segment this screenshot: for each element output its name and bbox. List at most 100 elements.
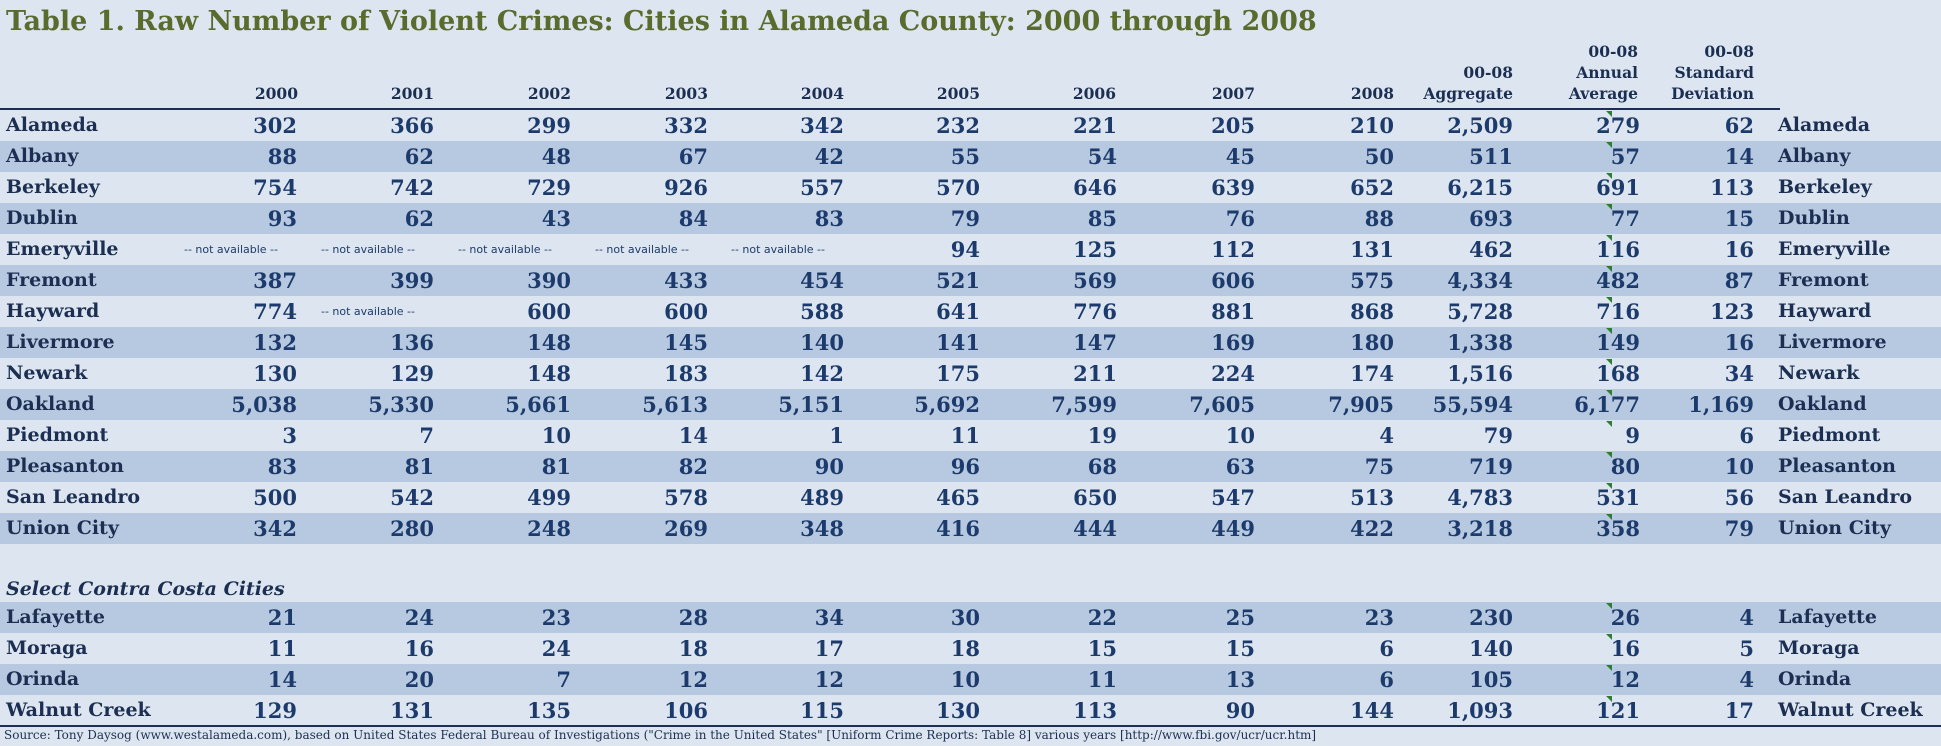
cell-standard-deviation: 62: [1724, 113, 1754, 138]
header-2002: 2002: [527, 84, 571, 103]
table-row: Dublin 93 62 43 84 83 79 85 76 88 693 77 15 Dublin: [0, 203, 1941, 234]
cell-2006: 646: [1073, 175, 1117, 200]
cell-2007: 606: [1211, 268, 1255, 293]
cell-standard-deviation: 79: [1724, 516, 1754, 541]
cell-2001: 81: [404, 454, 434, 479]
cell-2002: 390: [527, 268, 571, 293]
cell-2005: 5,692: [914, 392, 980, 417]
city-name-right: Walnut Creek: [1778, 699, 1923, 721]
cell-marker-icon: [1606, 328, 1612, 334]
header-2005: 2005: [936, 84, 980, 103]
cell-2001: 62: [404, 206, 434, 231]
cell-annual-average: 6,177: [1574, 392, 1640, 417]
table-row: Livermore 132 136 148 145 140 141 147 169 180 1,33…: [0, 327, 1941, 358]
cell-aggregate: 1,093: [1447, 698, 1513, 723]
cell-2003: 12: [678, 667, 708, 692]
city-name: Moraga: [6, 637, 88, 659]
cell-aggregate: 693: [1469, 206, 1513, 231]
table-title: Table 1. Raw Number of Violent Crimes: C…: [6, 6, 1317, 37]
cell-2008: 868: [1350, 299, 1394, 324]
cell-2002: 43: [541, 206, 571, 231]
city-name: Newark: [6, 362, 88, 384]
cell-marker-icon: [1606, 390, 1612, 396]
cell-2007: 881: [1211, 299, 1255, 324]
cell-2008: 4: [1379, 423, 1394, 448]
cell-standard-deviation: 4: [1739, 605, 1754, 630]
source-note: Source: Tony Daysog (www.westalameda.com…: [4, 728, 1317, 742]
cell-2001: 131: [390, 698, 434, 723]
table-row: Berkeley 754 742 729 926 557 570 646 639 652 6,215…: [0, 172, 1941, 203]
cell-2001: 129: [390, 361, 434, 386]
city-name: Berkeley: [6, 176, 100, 198]
cell-2007: 63: [1225, 454, 1255, 479]
cell-annual-average: 12: [1610, 667, 1640, 692]
cell-annual-average: 279: [1596, 113, 1640, 138]
city-name: Fremont: [6, 269, 97, 291]
cell-2001: 366: [390, 113, 434, 138]
cell-annual-average: 9: [1625, 423, 1640, 448]
cell-2000: 88: [267, 144, 297, 169]
cell-2005: 96: [950, 454, 980, 479]
cell-2002: 299: [527, 113, 571, 138]
cell-aggregate: 4,783: [1447, 485, 1513, 510]
cell-2000: 3: [282, 423, 297, 448]
cell-2008: 513: [1350, 485, 1394, 510]
cell-2002: 5,661: [505, 392, 571, 417]
cell-2000: 342: [253, 516, 297, 541]
cell-2006: 221: [1073, 113, 1117, 138]
cell-2003: 14: [678, 423, 708, 448]
cell-aggregate: 719: [1469, 454, 1513, 479]
cell-2002: -- not available --: [457, 243, 553, 256]
cell-2005: 10: [950, 667, 980, 692]
cell-aggregate: 511: [1469, 144, 1513, 169]
table-row: Moraga 11 16 24 18 17 18 15 15 6 140 16 5 Moraga: [0, 633, 1941, 664]
city-name-right: Livermore: [1778, 331, 1887, 353]
cell-2003: 18: [678, 636, 708, 661]
cell-2000: 93: [267, 206, 297, 231]
cell-2003: 28: [678, 605, 708, 630]
cell-2005: 416: [936, 516, 980, 541]
cell-2001: -- not available --: [320, 305, 416, 318]
cell-2002: 7: [556, 667, 571, 692]
header-2003: 2003: [664, 84, 708, 103]
cell-marker-icon: [1606, 266, 1612, 272]
city-name-right: Dublin: [1778, 207, 1850, 229]
cell-standard-deviation: 15: [1724, 206, 1754, 231]
cell-marker-icon: [1606, 111, 1612, 117]
cell-standard-deviation: 16: [1724, 330, 1754, 355]
city-name: San Leandro: [6, 486, 141, 508]
cell-2002: 23: [541, 605, 571, 630]
cell-2004: -- not available --: [730, 243, 826, 256]
cell-2004: 34: [814, 605, 844, 630]
table-row: Fremont 387 399 390 433 454 521 569 606 575 4,334 4…: [0, 265, 1941, 296]
city-name: Piedmont: [6, 424, 109, 446]
cell-2001: 136: [390, 330, 434, 355]
cell-aggregate: 5,728: [1447, 299, 1513, 324]
header-2006: 2006: [1072, 84, 1116, 103]
cell-2008: 50: [1364, 144, 1394, 169]
cell-annual-average: 482: [1596, 268, 1640, 293]
cell-standard-deviation: 10: [1724, 454, 1754, 479]
cell-2008: 7,905: [1328, 392, 1394, 417]
cell-2002: 148: [527, 330, 571, 355]
cell-standard-deviation: 123: [1710, 299, 1754, 324]
cell-2002: 135: [527, 698, 571, 723]
cell-2000: 130: [253, 361, 297, 386]
header-2004: 2004: [800, 84, 844, 103]
cell-2001: 62: [404, 144, 434, 169]
cell-2004: 5,151: [778, 392, 844, 417]
cell-2003: 84: [678, 206, 708, 231]
cell-2004: 115: [800, 698, 844, 723]
table-row: Union City 342 280 248 269 348 416 444 449 422 3,2…: [0, 513, 1941, 544]
cell-2001: 280: [390, 516, 434, 541]
cell-marker-icon: [1606, 204, 1612, 210]
cell-standard-deviation: 87: [1724, 268, 1754, 293]
cell-2006: 68: [1087, 454, 1117, 479]
city-name-right: Piedmont: [1778, 424, 1881, 446]
cell-2000: 754: [253, 175, 297, 200]
cell-2006: 22: [1087, 605, 1117, 630]
cell-2005: 175: [936, 361, 980, 386]
cell-2006: 147: [1073, 330, 1117, 355]
cell-2005: 641: [936, 299, 980, 324]
city-name-right: Emeryville: [1778, 238, 1891, 260]
